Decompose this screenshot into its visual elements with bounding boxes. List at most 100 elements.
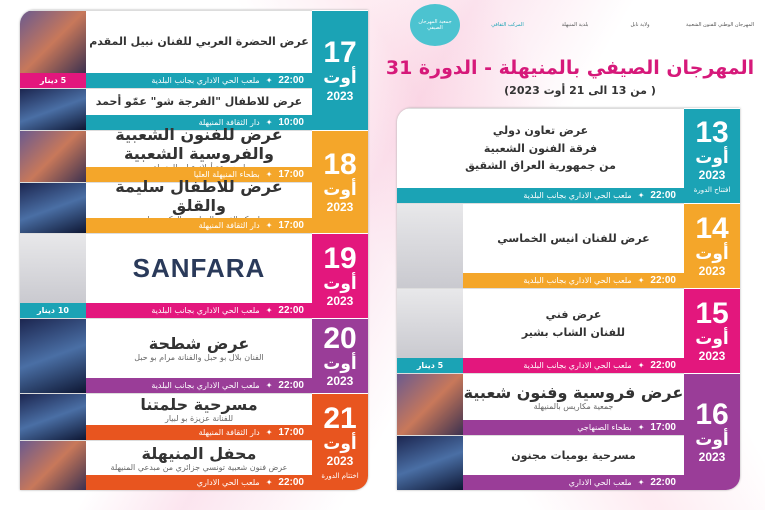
event-venue: دار الثقافة المنيهلة	[198, 428, 260, 437]
event-title: مسرحية يوميات مجنون	[511, 448, 636, 462]
schedule-panel-left: 17 أوت 2023 عرض الحضرة العربي للفنان نبيل ا…	[20, 10, 368, 490]
plus-icon: ✦	[265, 478, 273, 487]
event-item[interactable]: عرض للاطفال "الفرجة شو" عمّو أحمد 10:00 ✦ د…	[20, 88, 312, 131]
event-title: فرقة الفنون الشعبية	[483, 141, 598, 155]
day-number: 14	[695, 211, 729, 245]
event-subtitle: جمعية مكاريس بالمنيهلة	[533, 401, 614, 411]
event-venue: بطحاء المنيهلة العليا	[193, 170, 260, 179]
event-title: من جمهورية العراق الشقيق	[465, 159, 616, 173]
event-image	[20, 394, 86, 441]
event-item[interactable]: عرض تعاون دولي فرقة الفنون الشعبية من جمهو…	[397, 108, 684, 203]
date-column: 13 أوت 2023 افتتاح الدورة	[684, 108, 740, 203]
day-20: 20 أوت 2023 عرض شطحة الفنان بلال بو حبل والف…	[20, 318, 368, 394]
event-content: عرض تعاون دولي فرقة الفنون الشعبية من جمهو…	[397, 109, 684, 188]
event-item[interactable]: SANFARA 22:00 ✦ ملعب الحي الاداري بجانب الب…	[20, 233, 312, 318]
event-title: عرض للفنون الشعبية والفروسية الشعبية	[115, 125, 283, 164]
event-title: للفنان الشاب بشير	[521, 325, 626, 339]
event-item[interactable]: عرض الحضرة العربي للفنان نبيل المقدم 22:0…	[20, 10, 312, 88]
event-venue: ملعب الحي الاداري	[196, 478, 260, 487]
event-time: 10:00	[278, 117, 304, 128]
logo-text: ولاية نابل	[630, 22, 650, 28]
date-column: 17 أوت 2023	[312, 10, 368, 130]
plus-icon: ✦	[265, 76, 273, 85]
month-label: أوت	[695, 147, 729, 168]
day-17: 17 أوت 2023 عرض الحضرة العربي للفنان نبيل ا…	[20, 10, 368, 131]
event-title: عرض تعاون دولي	[492, 124, 589, 138]
logo-text: بلدية المنيهلة	[561, 22, 589, 28]
event-item[interactable]: عرض للفنان انيس الخماسي 22:00 ✦ ملعب الحي ا…	[397, 203, 684, 289]
plus-icon: ✦	[265, 170, 273, 179]
event-content: SANFARA	[86, 234, 312, 303]
year-label: 2023	[326, 294, 354, 309]
event-venue: ملعب الحي الاداري بجانب البلدية	[523, 276, 632, 285]
event-item[interactable]: عرض فني للفنان الشاب بشير 22:00 ✦ ملعب الحي …	[397, 288, 684, 373]
event-venue: ملعب الحي الاداري	[568, 478, 632, 487]
event-content: عرض للفنون الشعبية والفروسية الشعبيةلمجم…	[86, 125, 312, 172]
event-venue: بطحاء الصنهاجي	[577, 423, 632, 432]
event-title: عرض للاطفال سليمة والقلق	[115, 176, 283, 215]
event-content: محفل المنيهلة عرض فنون شعبية تونسي جزائري…	[86, 441, 312, 475]
month-label: أوت	[323, 353, 357, 374]
month-label: أوت	[323, 68, 357, 89]
date-column: 21 أوت 2023 اختتام الدورة	[312, 393, 368, 490]
event-info-bar: 22:00 ✦ ملعب الحي الاداري بجانب البلدية	[86, 73, 312, 88]
price-badge: 5 دينار	[397, 358, 463, 373]
logo-text: جمعية المهرجان الصيفي	[418, 19, 452, 31]
event-time: 22:00	[650, 190, 676, 201]
day-number: 13	[695, 115, 729, 149]
page-subtitle: ( من 13 الى 21 أوت 2023)	[504, 84, 656, 97]
event-time: 22:00	[650, 360, 676, 371]
month-label: أوت	[323, 273, 357, 294]
day-number: 19	[323, 241, 357, 275]
month-label: أوت	[695, 243, 729, 264]
governorate-logo: ولاية نابل	[615, 4, 665, 46]
day-number: 18	[323, 147, 357, 181]
event-time: 17:00	[278, 427, 304, 438]
plus-icon: ✦	[637, 191, 645, 200]
event-image	[397, 289, 463, 359]
event-info-bar: 22:00 ✦ ملعب الحي الاداري بجانب البلدية	[463, 358, 684, 373]
event-image	[20, 131, 86, 183]
month-label: أوت	[323, 179, 357, 200]
event-item[interactable]: عرض للفنون الشعبية والفروسية الشعبيةلمجم…	[20, 125, 312, 183]
plus-icon: ✦	[265, 428, 273, 437]
plus-icon: ✦	[265, 381, 273, 390]
event-venue: دار الثقافة المنيهلة	[198, 221, 260, 230]
month-label: أوت	[695, 429, 729, 450]
year-label: 2023	[698, 168, 726, 183]
event-item[interactable]: عرض للاطفال سليمة والقلقلمركز الفنون الد…	[20, 177, 312, 234]
event-venue: ملعب الحي الاداري بجانب البلدية	[151, 381, 260, 390]
ministry-logo: المهرجان الوطني للفنون الشعبية	[685, 4, 755, 46]
event-info-bar: 22:00 ✦ ملعب الحي الاداري بجانب البلدية	[397, 188, 684, 203]
event-time: 17:00	[278, 220, 304, 231]
day-21: 21 أوت 2023 اختتام الدورة مسرحية حلمتنا للفنا…	[20, 393, 368, 490]
event-title: SANFARA	[132, 252, 266, 283]
event-item[interactable]: محفل المنيهلة عرض فنون شعبية تونسي جزائري…	[20, 440, 312, 490]
event-item[interactable]: مسرحية يوميات مجنون 22:00 ✦ ملعب الحي الادا…	[397, 435, 684, 490]
event-info-bar: 17:00 ✦ دار الثقافة المنيهلة	[86, 425, 312, 440]
year-label: 2023	[698, 264, 726, 279]
day-14: 14 أوت 2023 عرض للفنان انيس الخماسي 22:00 ✦ مل…	[397, 203, 740, 289]
event-image	[397, 374, 463, 436]
day-13: 13 أوت 2023 افتتاح الدورة عرض تعاون دولي فرقة…	[397, 108, 740, 203]
day-number: 20	[323, 321, 357, 355]
date-column: 16 أوت 2023	[684, 373, 740, 490]
event-image	[20, 234, 86, 304]
event-title: محفل المنيهلة	[141, 443, 257, 463]
year-label: 2023	[326, 454, 354, 469]
event-subtitle: الفنان بلال بو حبل والفنانة مرام بو حبل	[134, 353, 264, 363]
event-item[interactable]: مسرحية حلمتنا للفنانة عزيزة بو لبيار 17:00…	[20, 393, 312, 441]
event-item[interactable]: عرض شطحة الفنان بلال بو حبل والفنانة مرام…	[20, 318, 312, 394]
event-content: عرض فني للفنان الشاب بشير	[463, 289, 684, 358]
event-time: 17:00	[278, 169, 304, 180]
event-info-bar: 22:00 ✦ ملعب الحي الاداري بجانب البلدية	[86, 303, 312, 318]
day-note: اختتام الدورة	[321, 472, 359, 481]
event-venue: ملعب الحي الاداري بجانب البلدية	[523, 361, 632, 370]
event-content: عرض فروسية وفنون شعبية جمعية مكاريس بالمن…	[463, 374, 684, 420]
day-note: افتتاح الدورة	[693, 186, 731, 195]
event-item[interactable]: عرض فروسية وفنون شعبية جمعية مكاريس بالمن…	[397, 373, 684, 436]
price-badge: 5 دينار	[20, 73, 86, 88]
year-label: 2023	[326, 88, 354, 103]
event-info-bar: 17:00 ✦ دار الثقافة المنيهلة	[86, 218, 312, 233]
event-content: عرض للاطفال "الفرجة شو" عمّو أحمد	[86, 89, 312, 115]
